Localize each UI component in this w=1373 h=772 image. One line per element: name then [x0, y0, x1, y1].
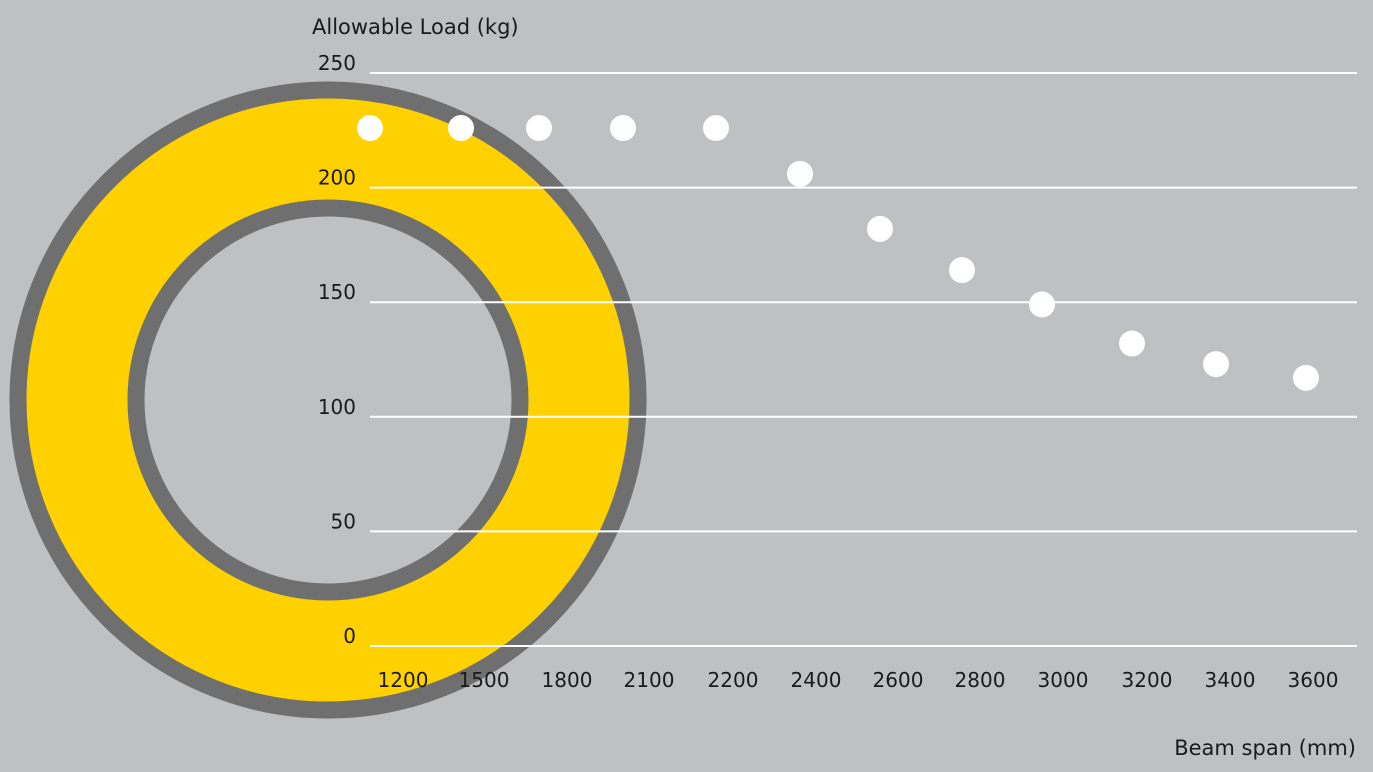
data-point [526, 115, 552, 142]
x-tick-label: 3600 [1288, 668, 1339, 692]
x-tick-label: 3400 [1205, 668, 1256, 692]
ring-inner-icon [127, 199, 529, 601]
y-axis-title: Allowable Load (kg) [312, 15, 519, 39]
y-tick-label: 250 [318, 51, 356, 75]
x-tick-label: 2800 [955, 668, 1006, 692]
data-point [1293, 364, 1319, 391]
data-point [1119, 330, 1145, 357]
data-point [448, 115, 474, 142]
x-tick-label: 1500 [459, 668, 510, 692]
decorative-ring [9, 81, 647, 719]
data-point [357, 115, 383, 142]
data-point [1029, 291, 1055, 318]
data-point [867, 215, 893, 242]
x-tick-label: 2100 [624, 668, 675, 692]
x-tick-label: 1800 [542, 668, 593, 692]
x-tick-label: 3000 [1038, 668, 1089, 692]
y-tick-label: 150 [318, 280, 356, 304]
data-point [1203, 351, 1229, 378]
y-tick-label: 0 [343, 624, 356, 648]
data-point [610, 115, 636, 142]
data-point [949, 257, 975, 284]
y-tick-label: 200 [318, 166, 356, 190]
x-tick-labels: 1200 1500 1800 2100 2200 2400 2600 2800 3000 3200… [378, 668, 1339, 692]
y-tick-labels: 0 50 100 150 200 250 [318, 51, 356, 648]
y-tick-label: 100 [318, 395, 356, 419]
data-point [703, 115, 729, 142]
gridlines [370, 72, 1357, 647]
x-tick-label: 2400 [791, 668, 842, 692]
x-tick-label: 3200 [1122, 668, 1173, 692]
x-axis-title: Beam span (mm) [1174, 736, 1356, 760]
data-point [787, 160, 813, 187]
x-tick-label: 1200 [378, 668, 429, 692]
x-tick-label: 2200 [708, 668, 759, 692]
data-points [357, 115, 1319, 391]
x-tick-label: 2600 [873, 668, 924, 692]
y-tick-label: 50 [331, 509, 356, 533]
